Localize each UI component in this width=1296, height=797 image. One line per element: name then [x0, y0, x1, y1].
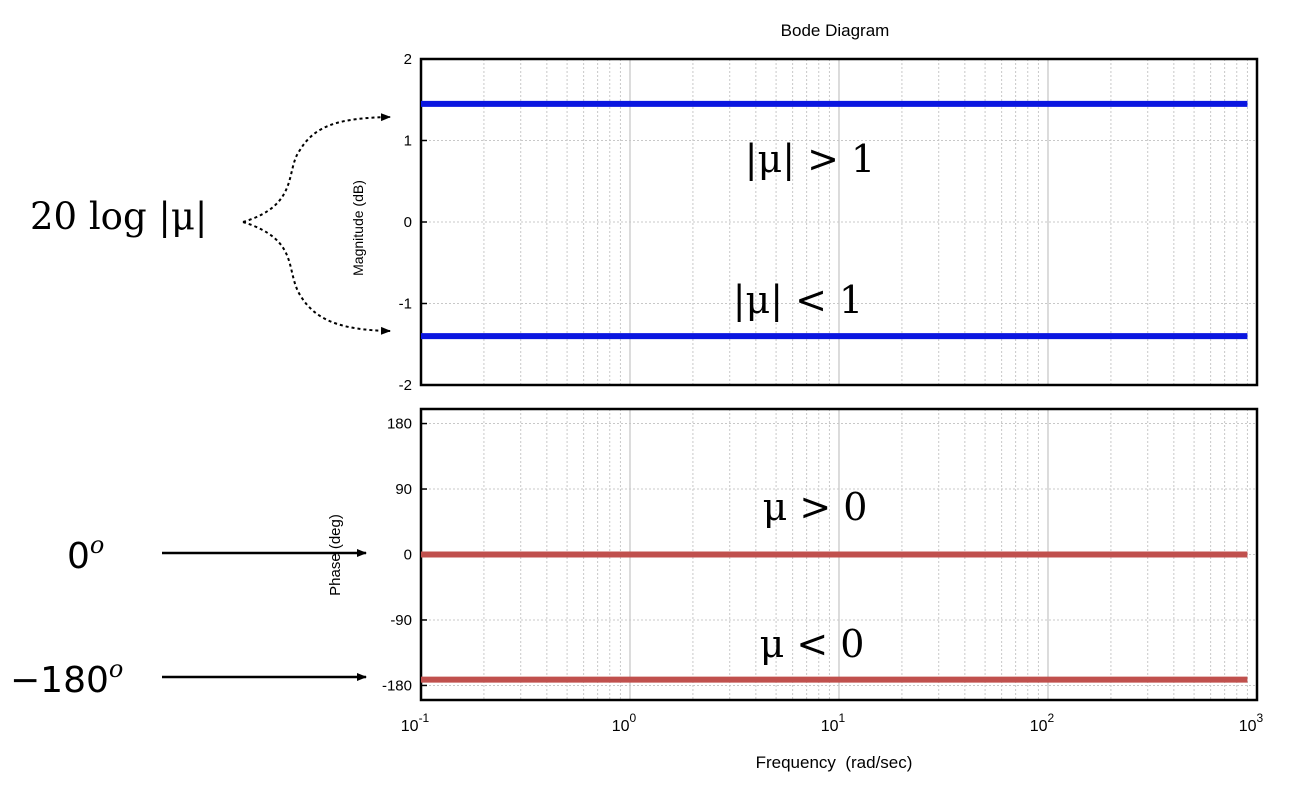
annotation-mu-gt-0: μ > 0	[763, 485, 868, 529]
y-tick-label: 0	[404, 547, 412, 564]
phase-panel: 180 90 0 -90 -180 Phase (deg) μ > 0 μ < 0 10…	[327, 407, 1264, 772]
y-tick-label: 0	[404, 214, 412, 231]
y-tick-label: 1	[404, 133, 412, 150]
magnitude-grid	[421, 59, 1257, 385]
frequency-x-ticks: 10-1 100 101 102 103	[401, 711, 1264, 735]
label-minus-180-sup: o	[109, 655, 123, 683]
dotted-brace-lower-arrow	[242, 221, 391, 335]
y-tick-label: 90	[395, 481, 412, 498]
label-minus-180-degrees: −180o	[10, 655, 123, 701]
y-tick-label: -90	[390, 612, 412, 629]
x-tick-label: 10-1	[401, 711, 430, 735]
x-tick-label: 102	[1030, 711, 1055, 735]
magnitude-panel: 2 1 0 -1 -2 Magnitude (dB) |μ| > 1 |μ| < 1	[350, 51, 1259, 394]
magnitude-y-ticks: 2 1 0 -1 -2	[399, 51, 427, 394]
y-tick-label: -2	[399, 377, 412, 394]
chart-title: Bode Diagram	[781, 21, 890, 40]
y-tick-label: -180	[382, 677, 412, 694]
y-tick-label: 180	[387, 416, 412, 433]
x-tick-label: 100	[612, 711, 637, 735]
label-minus-180-base: −180	[10, 660, 109, 701]
x-axis-label: Frequency (rad/sec)	[756, 753, 913, 772]
x-tick-label: 103	[1239, 711, 1264, 735]
phase-y-ticks: 180 90 0 -90 -180	[382, 416, 427, 694]
left-annotations: 20 log |μ| 0o −180o	[10, 113, 391, 701]
x-tick-label: 101	[821, 711, 846, 735]
annotation-mag-gt-1: |μ| > 1	[745, 137, 875, 181]
label-zero-degrees-sup: o	[90, 531, 104, 559]
annotation-mu-lt-0: μ < 0	[760, 622, 865, 666]
magnitude-y-label: Magnitude (dB)	[350, 180, 366, 276]
label-zero-degrees-base: 0	[67, 536, 90, 577]
y-tick-label: -1	[399, 296, 412, 313]
label-zero-degrees: 0o	[67, 531, 104, 577]
annotation-mag-lt-1: |μ| < 1	[733, 278, 863, 322]
magnitude-series	[421, 100, 1248, 340]
dotted-brace-upper-arrow	[242, 113, 391, 223]
phase-y-label: Phase (deg)	[327, 514, 344, 596]
phase-series	[421, 551, 1248, 683]
y-tick-label: 2	[404, 51, 412, 68]
label-20-log-mu: 20 log |μ|	[30, 195, 207, 238]
